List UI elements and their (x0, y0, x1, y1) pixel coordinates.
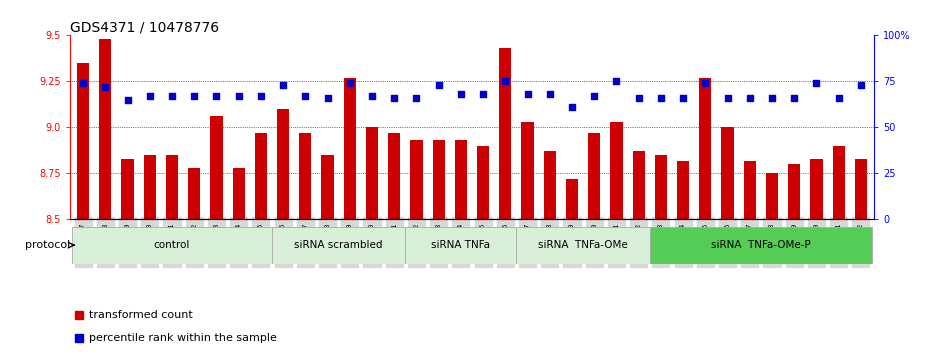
Bar (855, 159, 867, 219)
Bar (388, 133, 400, 219)
Bar (344, 78, 356, 219)
Point (498, 79, 512, 84)
Text: control: control (153, 240, 190, 250)
Point (75, 80, 90, 86)
Bar (744, 161, 756, 219)
Bar (455, 140, 467, 219)
Bar (410, 140, 422, 219)
Text: siRNA TNFa: siRNA TNFa (432, 240, 490, 250)
Bar (588, 133, 600, 219)
Bar (232, 168, 245, 219)
Bar (77, 63, 89, 219)
Text: siRNA  TNFa-OMe: siRNA TNFa-OMe (538, 240, 628, 250)
Point (764, 95, 779, 101)
Bar (365, 127, 379, 219)
Bar (499, 48, 512, 219)
Point (432, 82, 446, 88)
Point (253, 93, 268, 99)
Bar (277, 109, 289, 219)
Bar (188, 168, 200, 219)
Bar (210, 116, 222, 219)
Bar (122, 159, 134, 219)
Bar (610, 122, 622, 219)
Bar (655, 155, 667, 219)
Bar (632, 152, 644, 219)
Point (654, 95, 669, 101)
Point (742, 95, 757, 101)
Text: siRNA  TNFa-OMe-P: siRNA TNFa-OMe-P (711, 240, 811, 250)
Bar (299, 133, 312, 219)
Point (187, 93, 202, 99)
Bar (522, 122, 534, 219)
Point (165, 93, 179, 99)
Point (787, 95, 802, 101)
Text: protocol: protocol (25, 240, 70, 250)
Point (565, 104, 579, 110)
Point (854, 82, 869, 88)
Point (587, 93, 602, 99)
Bar (677, 161, 689, 219)
Point (387, 95, 402, 101)
Point (98, 84, 113, 90)
Point (320, 95, 335, 101)
Point (232, 93, 246, 99)
Point (609, 79, 624, 84)
Bar (544, 152, 556, 219)
Bar (405, 227, 516, 264)
Bar (516, 227, 650, 264)
Point (631, 95, 646, 101)
Bar (322, 155, 334, 219)
Bar (143, 155, 156, 219)
Point (209, 93, 224, 99)
Point (275, 82, 290, 88)
Bar (432, 140, 445, 219)
Bar (699, 78, 711, 219)
Bar (788, 164, 801, 219)
Bar (832, 146, 844, 219)
Point (676, 95, 691, 101)
Text: transformed count: transformed count (89, 310, 193, 320)
Bar (766, 173, 778, 219)
Bar (650, 227, 872, 264)
Bar (255, 133, 267, 219)
Point (809, 80, 824, 86)
Text: siRNA scrambled: siRNA scrambled (295, 240, 383, 250)
Bar (272, 227, 405, 264)
Point (475, 91, 490, 97)
Point (342, 80, 357, 86)
Point (120, 97, 135, 103)
Bar (810, 159, 822, 219)
Point (720, 95, 735, 101)
Text: GDS4371 / 10478776: GDS4371 / 10478776 (70, 20, 219, 34)
Point (298, 93, 312, 99)
Bar (477, 146, 489, 219)
Point (831, 95, 846, 101)
Point (142, 93, 157, 99)
Bar (722, 127, 734, 219)
Point (365, 93, 379, 99)
Point (454, 91, 469, 97)
Bar (100, 39, 112, 219)
Bar (166, 155, 178, 219)
Point (698, 80, 712, 86)
Bar (565, 179, 578, 219)
Point (520, 91, 535, 97)
Point (409, 95, 424, 101)
Bar (72, 227, 272, 264)
Text: percentile rank within the sample: percentile rank within the sample (89, 333, 277, 343)
Point (542, 91, 557, 97)
